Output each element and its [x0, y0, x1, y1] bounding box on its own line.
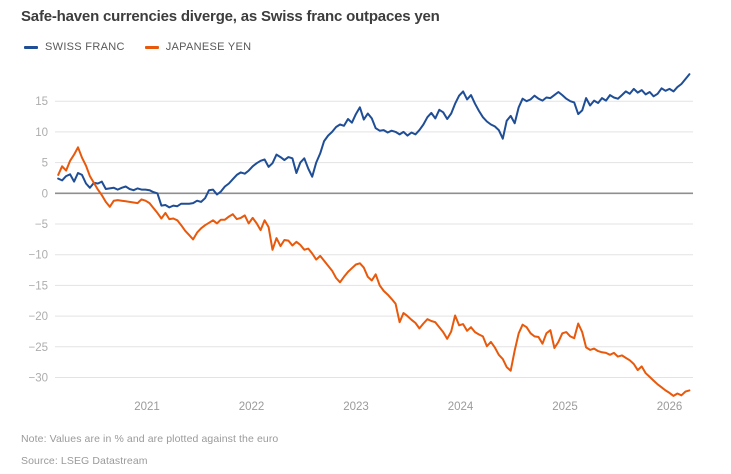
legend-label-japanese-yen: JAPANESE YEN: [165, 41, 252, 53]
swiss-franc-swatch-icon: [24, 45, 38, 49]
gridlines: [55, 100, 693, 378]
y-tick-label: −10: [28, 250, 48, 262]
y-tick-label: 0: [42, 188, 48, 200]
x-tick-label: 2023: [343, 401, 369, 413]
legend-item-swiss-franc: SWISS FRANC: [24, 41, 125, 53]
y-axis-labels: 15 10 5 0 −5 −10 −15 −20 −25 −30: [28, 96, 48, 384]
legend-item-japanese-yen: JAPANESE YEN: [144, 41, 252, 53]
x-axis-labels: 2021 2022 2023 2024 2025 2026: [134, 401, 682, 413]
x-tick-label: 2026: [657, 401, 683, 413]
japanese-yen-line: [57, 146, 691, 397]
series-lines: [57, 73, 691, 397]
legend-label-swiss-franc: SWISS FRANC: [45, 41, 125, 53]
x-tick-label: 2022: [239, 401, 265, 413]
chart-title: Safe-haven currencies diverge, as Swiss …: [21, 8, 440, 25]
chart-source: Source: LSEG Datastream: [21, 455, 148, 467]
y-tick-label: −5: [35, 219, 48, 231]
y-tick-label: 15: [35, 96, 48, 108]
x-tick-label: 2024: [448, 401, 474, 413]
japanese-yen-swatch-icon: [144, 45, 159, 49]
x-tick-label: 2025: [552, 401, 578, 413]
legend: SWISS FRANC JAPANESE YEN: [24, 41, 251, 53]
y-tick-label: −25: [28, 342, 48, 354]
y-tick-label: −20: [28, 311, 48, 323]
swiss-franc-line: [57, 73, 691, 209]
y-tick-label: −30: [28, 373, 48, 385]
chart-note: Note: Values are in % and are plotted ag…: [21, 433, 279, 445]
y-tick-label: 5: [42, 158, 48, 170]
y-tick-label: −15: [28, 280, 48, 292]
x-tick-label: 2021: [134, 401, 160, 413]
y-tick-label: 10: [35, 127, 48, 139]
